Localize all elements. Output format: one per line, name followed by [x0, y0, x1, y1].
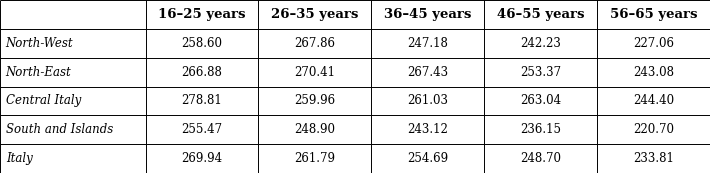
- Text: 266.88: 266.88: [182, 66, 222, 79]
- Text: 254.69: 254.69: [408, 152, 448, 165]
- Text: 227.06: 227.06: [633, 37, 674, 50]
- Text: 36–45 years: 36–45 years: [384, 8, 471, 21]
- Text: 243.12: 243.12: [408, 123, 448, 136]
- Text: Italy: Italy: [6, 152, 33, 165]
- Text: 248.90: 248.90: [295, 123, 335, 136]
- Text: 242.23: 242.23: [520, 37, 561, 50]
- Text: 261.79: 261.79: [295, 152, 335, 165]
- Text: 247.18: 247.18: [408, 37, 448, 50]
- Text: 259.96: 259.96: [295, 94, 335, 107]
- Text: 255.47: 255.47: [182, 123, 222, 136]
- Text: 16–25 years: 16–25 years: [158, 8, 246, 21]
- Text: 258.60: 258.60: [182, 37, 222, 50]
- Text: South and Islands: South and Islands: [6, 123, 113, 136]
- Text: 267.86: 267.86: [295, 37, 335, 50]
- Text: 244.40: 244.40: [633, 94, 674, 107]
- Text: North-East: North-East: [6, 66, 72, 79]
- Text: 46–55 years: 46–55 years: [497, 8, 584, 21]
- Text: 263.04: 263.04: [520, 94, 561, 107]
- Text: 236.15: 236.15: [520, 123, 561, 136]
- Text: North-West: North-West: [6, 37, 73, 50]
- Text: 220.70: 220.70: [633, 123, 674, 136]
- Text: 270.41: 270.41: [295, 66, 335, 79]
- Text: 248.70: 248.70: [520, 152, 561, 165]
- Text: 267.43: 267.43: [408, 66, 448, 79]
- Text: 56–65 years: 56–65 years: [610, 8, 697, 21]
- Text: 261.03: 261.03: [408, 94, 448, 107]
- Text: 278.81: 278.81: [182, 94, 222, 107]
- Text: 26–35 years: 26–35 years: [271, 8, 359, 21]
- Text: Central Italy: Central Italy: [6, 94, 81, 107]
- Text: 233.81: 233.81: [633, 152, 674, 165]
- Text: 269.94: 269.94: [182, 152, 222, 165]
- Text: 243.08: 243.08: [633, 66, 674, 79]
- Text: 253.37: 253.37: [520, 66, 561, 79]
